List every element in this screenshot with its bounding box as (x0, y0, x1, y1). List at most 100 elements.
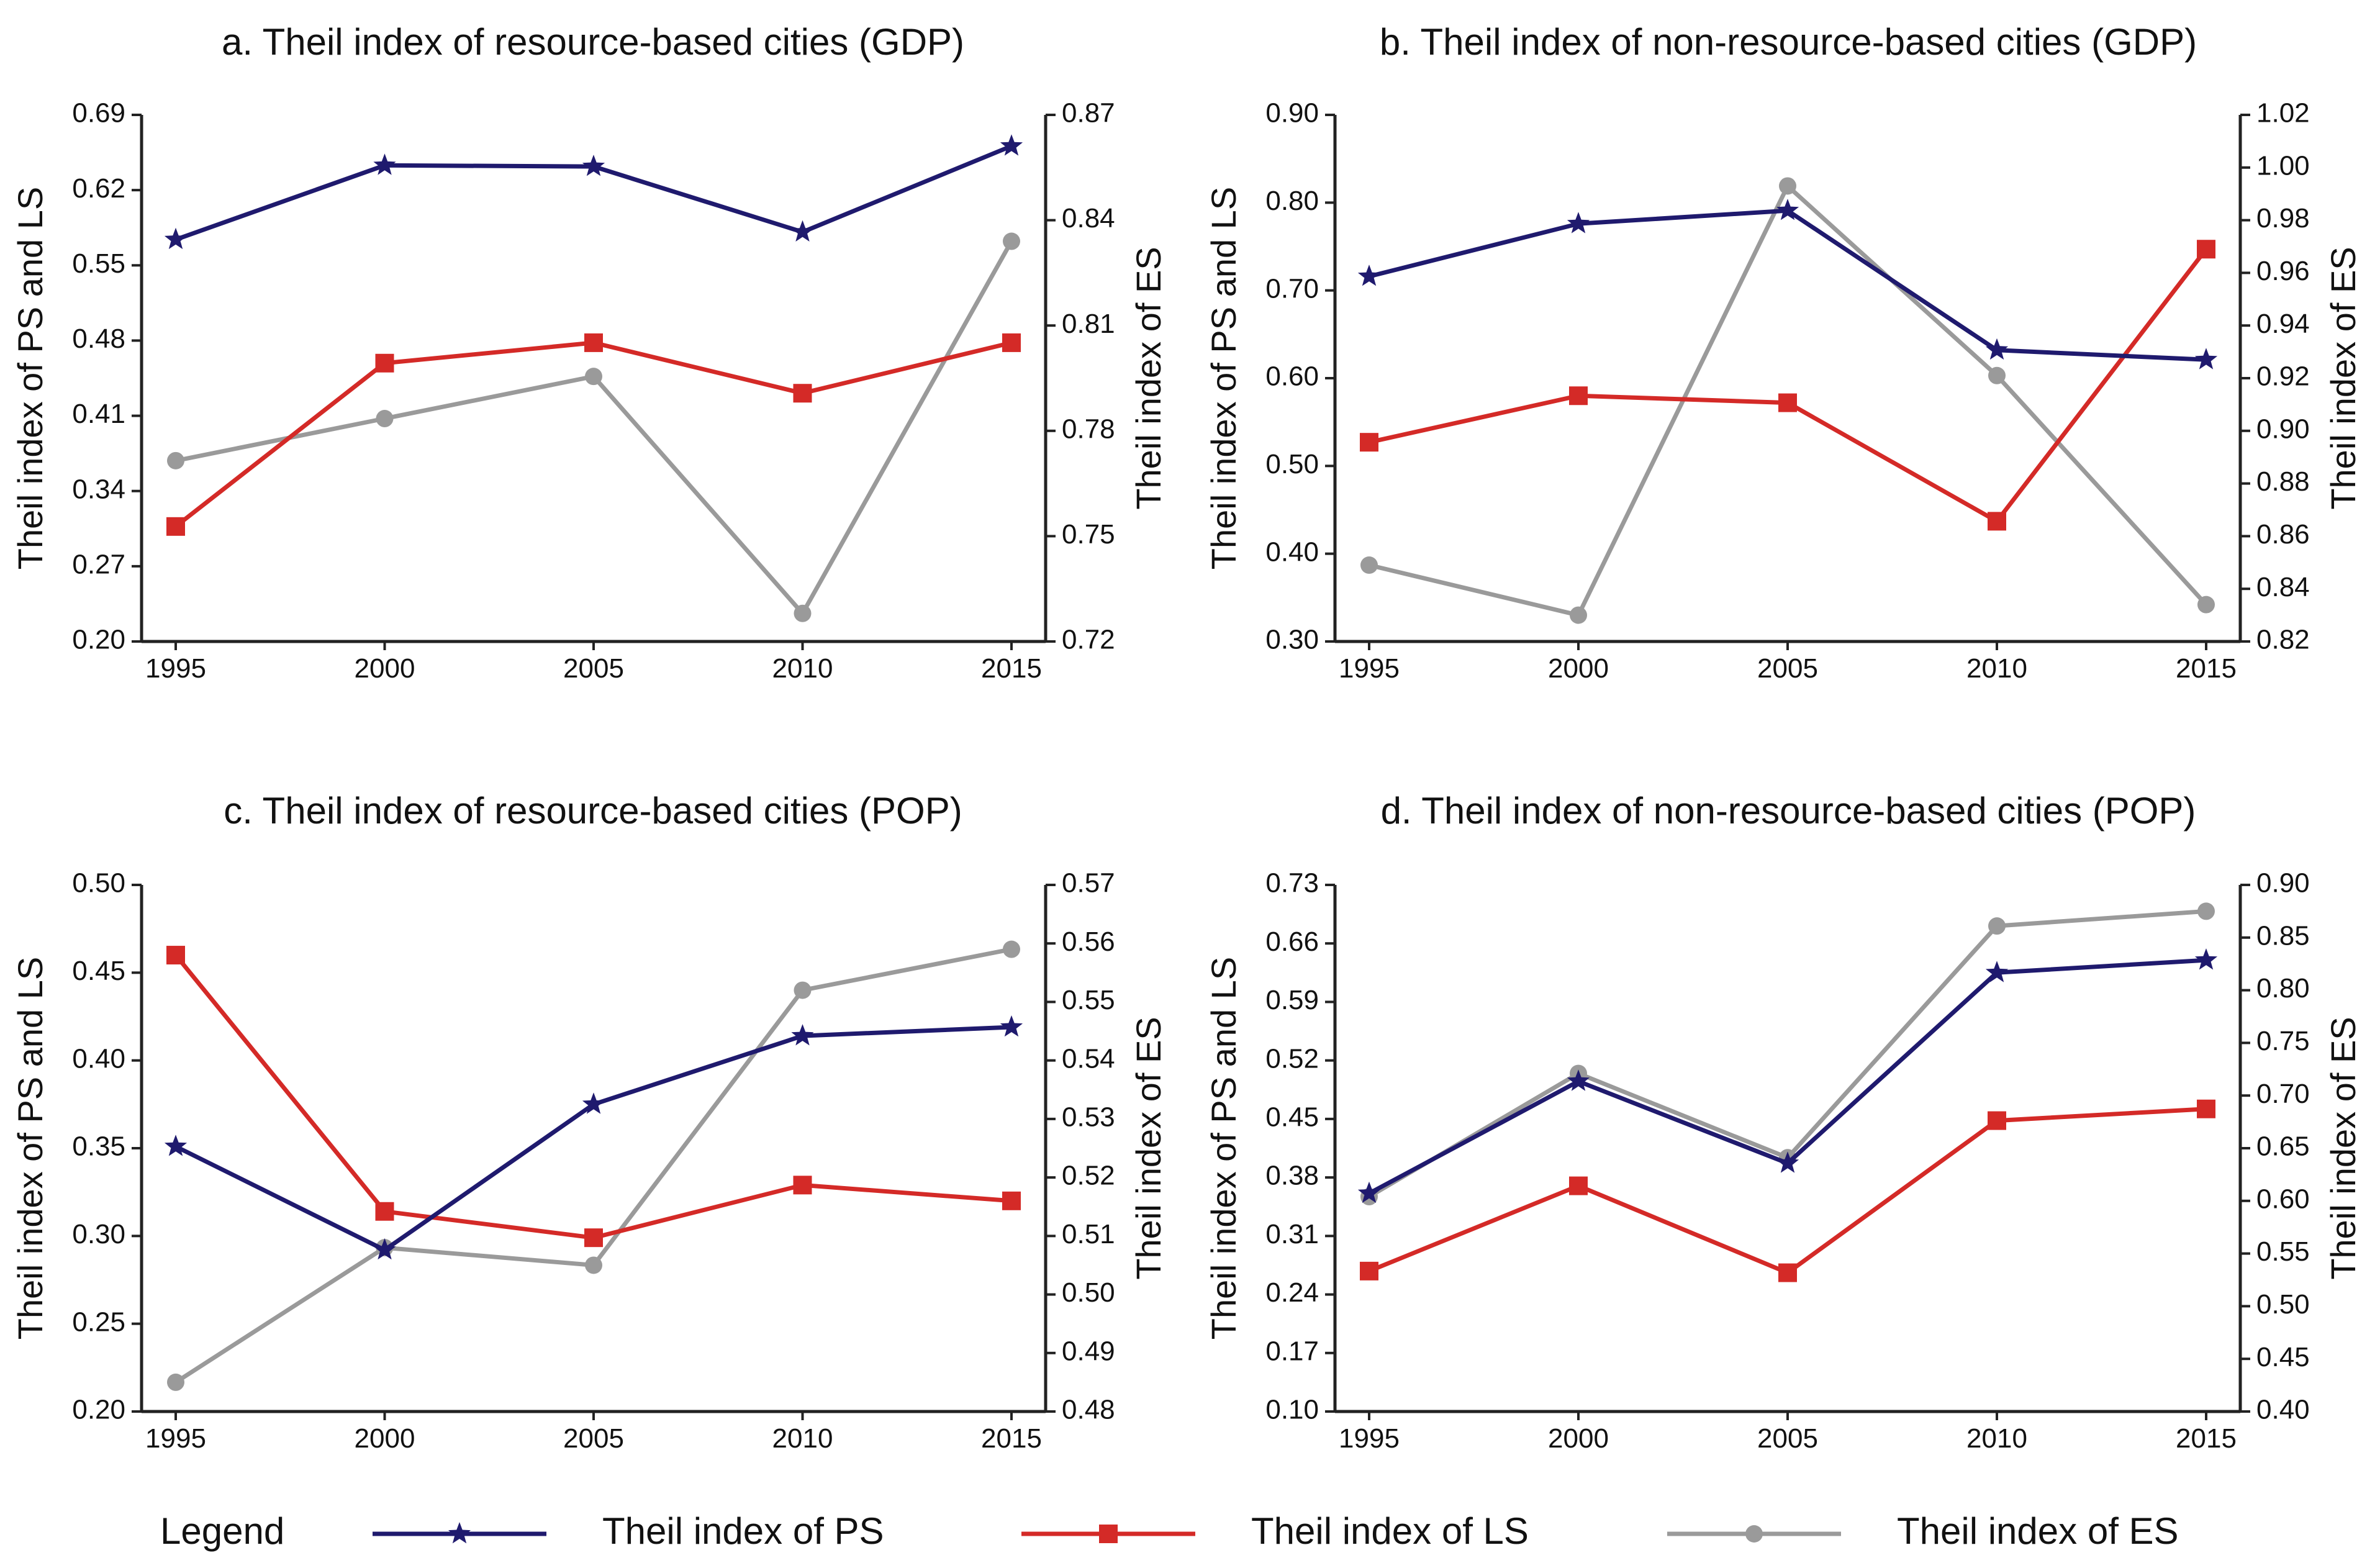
series-line-ls (1368, 1107, 2207, 1276)
x-tick-label: 1995 (145, 653, 206, 684)
right-tick-label: 0.57 (1062, 868, 1115, 899)
data-point-ps (164, 1135, 188, 1156)
right-tick-label: 0.55 (2256, 1236, 2310, 1267)
data-point-ls (1778, 393, 1797, 412)
right-tick-label: 0.70 (2256, 1079, 2310, 1109)
chart-title: c. Theil index of resource-based cities … (224, 790, 962, 832)
x-tick-label: 2010 (772, 653, 833, 684)
x-tick-label: 2010 (1966, 653, 2027, 684)
data-point-ls (1360, 433, 1378, 452)
x-tick-label: 2010 (772, 1423, 833, 1454)
data-point-es (376, 410, 394, 428)
data-point-ls (1988, 1111, 2006, 1130)
data-point-es (167, 451, 184, 469)
data-point-ls (1569, 1176, 1588, 1195)
right-tick-label: 0.82 (2256, 625, 2310, 655)
left-tick-label: 0.41 (72, 399, 125, 429)
legend-marker-ls (1099, 1525, 1118, 1543)
legend: Legend Theil index of PS Theil index of LS… (160, 1510, 2179, 1552)
left-tick-label: 0.52 (1265, 1043, 1319, 1074)
left-tick-label: 0.31 (1265, 1219, 1319, 1249)
left-tick-label: 0.20 (72, 625, 125, 655)
right-tick-label: 0.53 (1062, 1102, 1115, 1133)
right-tick-label: 0.90 (2256, 414, 2310, 444)
x-tick-label: 2005 (1757, 1423, 1818, 1454)
data-point-ps (2194, 948, 2218, 970)
left-tick-label: 0.20 (72, 1395, 125, 1425)
left-tick-label: 0.55 (72, 248, 125, 279)
data-point-ps (1776, 1151, 1799, 1173)
left-tick-label: 0.27 (72, 549, 125, 579)
chart-panel-c: c. Theil index of resource-based cities … (11, 790, 1168, 1454)
data-point-es (1003, 232, 1020, 250)
chart-title: d. Theil index of non-resource-based cit… (1381, 790, 2196, 832)
right-tick-label: 0.84 (1062, 203, 1115, 233)
legend-title: Legend (160, 1510, 284, 1552)
data-point-ls (1988, 512, 2006, 531)
x-tick-label: 2015 (2176, 1423, 2237, 1454)
x-tick-label: 2010 (1966, 1423, 2027, 1454)
right-tick-label: 1.00 (2256, 150, 2310, 181)
x-tick-label: 2015 (981, 1423, 1042, 1454)
right-tick-label: 0.96 (2256, 256, 2310, 286)
data-point-es (794, 604, 812, 622)
data-point-ls (2197, 1099, 2215, 1118)
x-tick-label: 2000 (1548, 653, 1609, 684)
chart-title: b. Theil index of non-resource-based cit… (1380, 21, 2197, 63)
right-tick-label: 0.92 (2256, 361, 2310, 392)
data-point-ps (791, 220, 814, 242)
right-tick-label: 0.52 (1062, 1161, 1115, 1191)
data-point-ps (582, 155, 605, 176)
data-point-ps (2194, 348, 2218, 369)
left-tick-label: 0.50 (72, 868, 125, 899)
right-tick-label: 0.90 (2256, 868, 2310, 899)
right-tick-label: 0.75 (1062, 519, 1115, 550)
left-tick-label: 0.45 (1265, 1102, 1319, 1133)
data-point-ps (373, 1238, 396, 1260)
right-tick-label: 0.88 (2256, 466, 2310, 497)
left-tick-label: 0.40 (72, 1043, 125, 1074)
data-point-ps (791, 1024, 814, 1046)
series-line-ps (174, 1025, 1012, 1253)
right-tick-label: 0.54 (1062, 1043, 1115, 1074)
y-axis-right-label: Theil index of ES (1129, 1017, 1168, 1279)
right-tick-label: 0.98 (2256, 203, 2310, 233)
right-tick-label: 0.55 (1062, 985, 1115, 1015)
left-tick-label: 0.38 (1265, 1161, 1319, 1191)
series-line-es (174, 947, 1012, 1384)
x-tick-label: 2000 (355, 1423, 415, 1454)
y-axis-left-label: Theil index of PS and LS (1204, 957, 1243, 1339)
data-point-es (1360, 556, 1378, 574)
left-tick-label: 0.48 (72, 324, 125, 354)
right-tick-label: 0.94 (2256, 309, 2310, 339)
right-tick-label: 0.84 (2256, 572, 2310, 602)
x-tick-label: 1995 (1339, 1423, 1400, 1454)
left-tick-label: 0.90 (1265, 98, 1319, 129)
right-tick-label: 0.60 (2256, 1184, 2310, 1214)
data-point-ps (1776, 199, 1799, 220)
data-point-ls (584, 333, 603, 352)
data-point-es (167, 1373, 184, 1391)
data-point-ls (375, 353, 394, 373)
data-point-ls (375, 1202, 394, 1221)
x-tick-label: 2015 (981, 653, 1042, 684)
chart-panel-d: d. Theil index of non-resource-based cit… (1204, 790, 2363, 1454)
data-point-es (1988, 366, 2006, 384)
right-tick-label: 0.87 (1062, 98, 1115, 129)
right-tick-label: 0.81 (1062, 309, 1115, 339)
data-point-ls (2197, 240, 2215, 259)
right-tick-label: 1.02 (2256, 98, 2310, 129)
data-point-ps (1357, 265, 1381, 286)
legend-label-ls: Theil index of LS (1251, 1510, 1529, 1552)
x-tick-label: 2000 (1548, 1423, 1609, 1454)
data-point-ps (1985, 338, 2009, 360)
right-tick-label: 0.56 (1062, 927, 1115, 957)
right-tick-label: 0.80 (2256, 973, 2310, 1004)
data-point-ps (1357, 1181, 1381, 1203)
data-point-es (1988, 917, 2006, 935)
x-tick-label: 1995 (145, 1423, 206, 1454)
left-tick-label: 0.62 (72, 173, 125, 204)
x-tick-label: 2005 (563, 653, 624, 684)
left-tick-label: 0.45 (72, 956, 125, 986)
